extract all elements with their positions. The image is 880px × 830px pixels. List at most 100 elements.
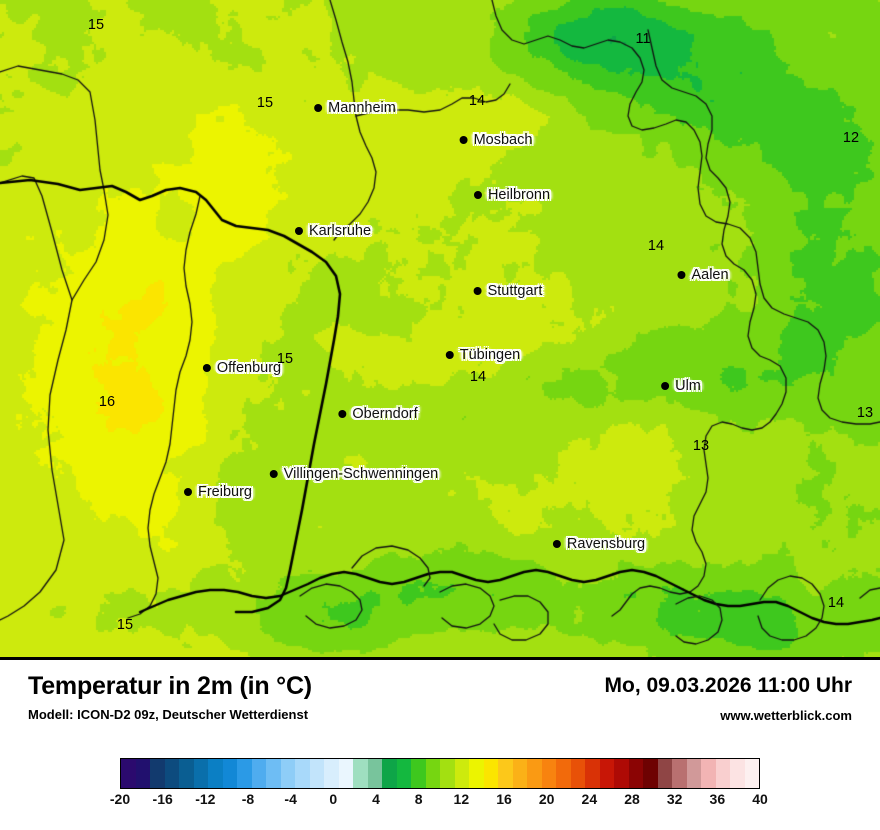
colorbar-swatch xyxy=(309,759,324,788)
contour-value-label: 12 xyxy=(842,130,860,146)
contour-value-label: 11 xyxy=(635,31,651,47)
contour-value-label: 13 xyxy=(856,405,874,421)
colorbar-swatch xyxy=(251,759,266,788)
contour-value-label: 14 xyxy=(469,369,487,385)
city-dot-icon xyxy=(473,287,482,295)
colorbar-swatch xyxy=(483,759,498,788)
city-label: Karlsruhe xyxy=(308,223,372,239)
city-dot-icon xyxy=(314,104,323,112)
colorbar-swatch xyxy=(469,759,484,788)
contour-value-label: 14 xyxy=(647,238,665,254)
contour-value-label: 15 xyxy=(116,617,134,633)
colorbar-tick: 16 xyxy=(496,791,512,807)
colorbar-tick: 24 xyxy=(581,791,598,807)
city-dot-icon xyxy=(269,470,278,478)
colorbar-tick: 12 xyxy=(453,791,470,807)
colorbar-swatch xyxy=(628,759,643,788)
map-footer: Temperatur in 2m (in °C) Modell: ICON-D2… xyxy=(0,663,880,830)
colorbar-legend: -20 -16 -12 -8 -4 0 4 8 12 16 20 24 28 32 36 40 xyxy=(0,758,880,828)
contour-value-label: 13 xyxy=(692,438,710,454)
city-marker: Heilbronn xyxy=(473,187,551,203)
colorbar-tick: 36 xyxy=(709,791,726,807)
city-label: Freiburg xyxy=(198,484,252,500)
forecast-datetime: Mo, 09.03.2026 11:00 Uhr xyxy=(604,674,852,697)
colorbar-swatch xyxy=(730,759,745,788)
colorbar-swatch xyxy=(324,759,339,788)
colorbar-swatch xyxy=(237,759,252,788)
colorbar-swatch xyxy=(295,759,310,788)
colorbar-tick: 20 xyxy=(538,791,555,807)
colorbar-tick: -12 xyxy=(195,791,216,807)
city-marker: Mannheim xyxy=(314,100,396,116)
city-dot-icon xyxy=(661,382,670,390)
colorbar-swatch xyxy=(570,759,585,788)
city-dot-icon xyxy=(445,351,454,359)
colorbar-swatch xyxy=(266,759,281,788)
colorbar-tick: -20 xyxy=(109,791,131,807)
city-label: Stuttgart xyxy=(487,283,543,299)
colorbar-gradient xyxy=(120,758,760,789)
city-dot-icon xyxy=(184,488,192,496)
colorbar-swatch xyxy=(527,759,542,788)
colorbar-tick: -8 xyxy=(241,791,255,807)
colorbar-swatch xyxy=(498,759,513,788)
colorbar-swatch xyxy=(541,759,556,788)
colorbar-swatch xyxy=(657,759,672,788)
colorbar-tick: 0 xyxy=(329,791,338,807)
colorbar-swatch xyxy=(193,759,208,788)
colorbar-swatch xyxy=(556,759,571,788)
colorbar-swatch xyxy=(411,759,426,788)
colorbar-swatch xyxy=(367,759,382,788)
city-label: Ravensburg xyxy=(566,536,646,552)
colorbar-swatch xyxy=(425,759,440,788)
colorbar-swatch xyxy=(454,759,469,788)
city-marker: Oberndorf xyxy=(338,406,418,422)
city-label: Tübingen xyxy=(459,347,521,363)
colorbar-swatch xyxy=(222,759,237,788)
colorbar-swatch xyxy=(353,759,368,788)
contour-value-label: 16 xyxy=(98,394,116,410)
city-marker: Ravensburg xyxy=(552,536,646,552)
colorbar-swatch xyxy=(643,759,658,788)
city-dot-icon xyxy=(338,410,347,418)
colorbar-swatch xyxy=(715,759,730,788)
colorbar-swatch xyxy=(614,759,629,788)
city-label: Villingen-Schwenningen xyxy=(283,466,439,482)
model-subtitle: Modell: ICON-D2 09z, Deutscher Wetterdie… xyxy=(28,707,309,722)
city-dot-icon xyxy=(294,227,303,235)
contour-value-label: 14 xyxy=(827,595,845,611)
colorbar-tick: 8 xyxy=(414,791,423,807)
city-marker: Mosbach xyxy=(459,132,532,148)
colorbar-swatch xyxy=(440,759,455,788)
city-label: Heilbronn xyxy=(487,187,551,203)
colorbar-swatch xyxy=(744,759,759,788)
city-dot-icon xyxy=(459,136,468,144)
contour-value-label: 15 xyxy=(256,95,274,111)
city-label: Aalen xyxy=(691,267,729,283)
city-label: Offenburg xyxy=(216,360,282,376)
city-marker: Villingen-Schwenningen xyxy=(269,466,439,482)
temperature-map[interactable]: Mannheim Mosbach Heilbronn Karlsruhe Stuttga… xyxy=(0,0,880,660)
colorbar-tick: -16 xyxy=(152,791,173,807)
colorbar-tick-labels: -20 -16 -12 -8 -4 0 4 8 12 16 20 24 28 32 36 40 xyxy=(110,791,768,815)
colorbar-swatch xyxy=(599,759,614,788)
colorbar-swatch xyxy=(686,759,701,788)
colorbar-tick: 4 xyxy=(372,791,380,807)
colorbar-swatch xyxy=(208,759,223,788)
colorbar-tick: -4 xyxy=(284,791,297,807)
colorbar-swatch xyxy=(280,759,295,788)
city-marker: Stuttgart xyxy=(473,283,543,299)
website-url: www.wetterblick.com xyxy=(720,708,852,723)
colorbar-swatch xyxy=(672,759,687,788)
city-label: Ulm xyxy=(675,378,701,394)
map-label-overlay: Mannheim Mosbach Heilbronn Karlsruhe Stuttga… xyxy=(87,17,874,633)
contour-value-label: 15 xyxy=(87,17,105,33)
city-label: Oberndorf xyxy=(352,406,418,422)
city-marker: Ulm xyxy=(661,378,701,394)
colorbar-swatch xyxy=(338,759,353,788)
colorbar-swatch xyxy=(396,759,411,788)
colorbar-swatch xyxy=(135,759,150,788)
city-dot-icon xyxy=(202,364,211,372)
colorbar-swatch xyxy=(701,759,716,788)
